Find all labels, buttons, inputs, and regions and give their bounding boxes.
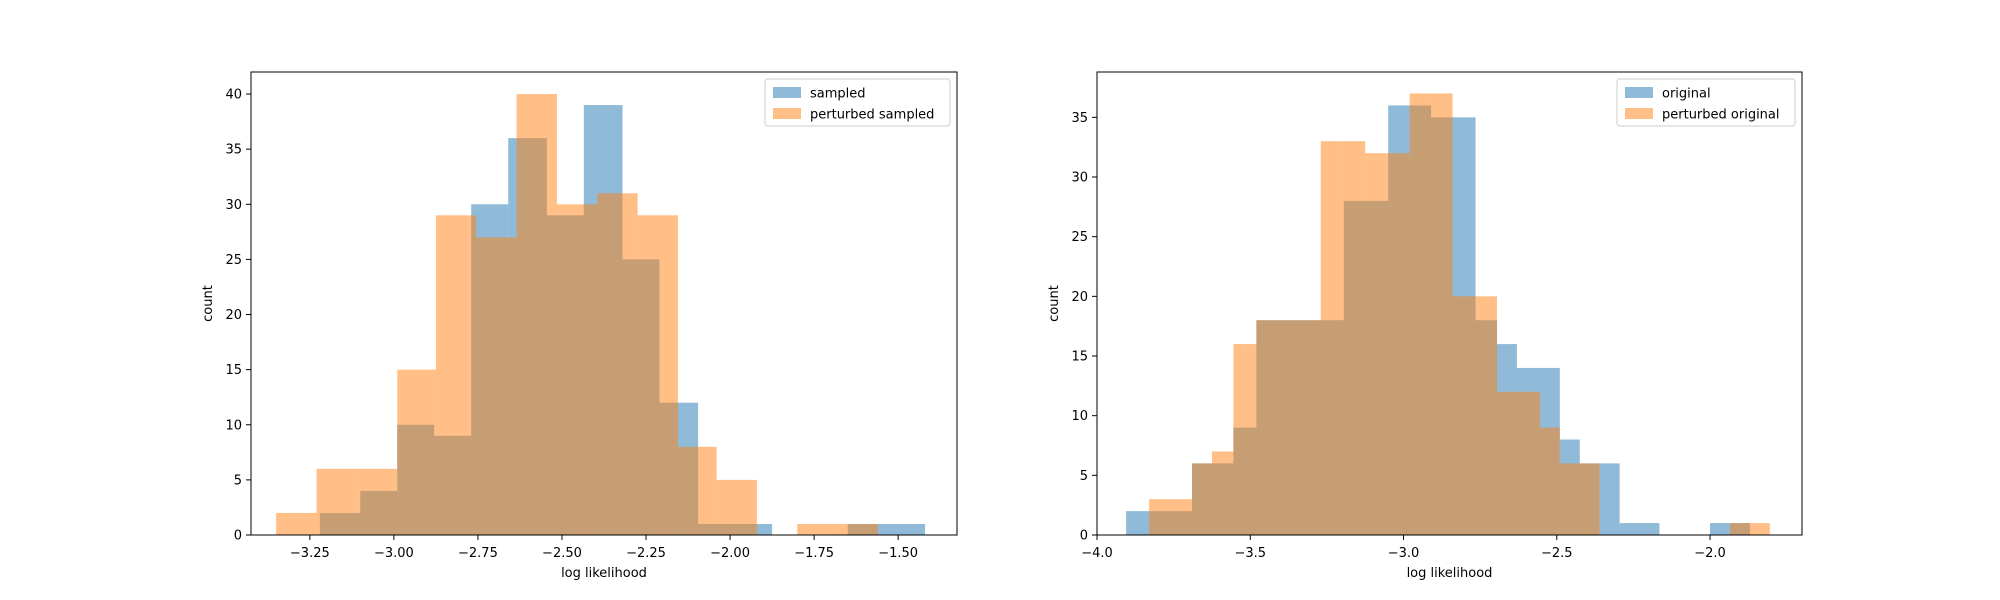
x-tick-label: −3.25 bbox=[290, 546, 330, 561]
x-tick-label: −2.0 bbox=[1694, 546, 1726, 561]
y-tick-label: 40 bbox=[225, 88, 242, 103]
bar-perturbed-original-1 bbox=[1170, 499, 1193, 535]
bar-perturbed-original-17 bbox=[1516, 391, 1540, 535]
legend-label: perturbed sampled bbox=[810, 108, 934, 123]
legend-box bbox=[764, 78, 951, 127]
legend-label: original bbox=[1662, 87, 1711, 102]
axes-frame bbox=[250, 71, 958, 536]
legend-swatch bbox=[773, 108, 801, 119]
bar-perturbed-sampled-0 bbox=[276, 512, 317, 535]
bar-perturbed-original-8 bbox=[1320, 141, 1344, 535]
bar-perturbed-sampled-4 bbox=[435, 215, 477, 535]
bar-perturbed-original-20 bbox=[1579, 463, 1600, 535]
bar-perturbed-original-22 bbox=[1729, 523, 1750, 535]
bar-perturbed-original-11 bbox=[1388, 153, 1410, 535]
bar-perturbed-original-14 bbox=[1452, 296, 1476, 535]
bar-perturbed-sampled-9 bbox=[637, 215, 678, 535]
legend-box bbox=[1616, 78, 1796, 127]
x-tick-label: −3.5 bbox=[1234, 546, 1266, 561]
legend: original perturbed original bbox=[1616, 78, 1796, 127]
bar-perturbed-original-5 bbox=[1256, 320, 1278, 535]
y-tick-label: 20 bbox=[1071, 290, 1088, 305]
x-tick-label: −2.00 bbox=[710, 546, 750, 561]
bar-perturbed-sampled-10 bbox=[677, 446, 717, 535]
bar-perturbed-original-4 bbox=[1233, 344, 1257, 535]
bar-perturbed-sampled-8 bbox=[597, 193, 638, 535]
bar-perturbed-original-13 bbox=[1431, 93, 1453, 535]
legend-swatch bbox=[1625, 108, 1653, 119]
x-axis-label: log likelihood bbox=[561, 566, 647, 581]
bar-perturbed-sampled-3 bbox=[397, 369, 436, 535]
y-tick-label: 35 bbox=[225, 143, 242, 158]
x-tick-label: −3.00 bbox=[374, 546, 414, 561]
bar-perturbed-original-6 bbox=[1277, 320, 1300, 535]
y-tick-label: 15 bbox=[1071, 350, 1088, 365]
bar-original-0 bbox=[1126, 511, 1150, 535]
bar-perturbed-sampled-6 bbox=[516, 94, 557, 536]
y-tick-label: 30 bbox=[1071, 171, 1088, 186]
legend: sampled perturbed sampled bbox=[764, 78, 951, 127]
right-histogram: −4.0 −3.5 −3.0 −2.5 −2.0 0 5 10 15 20 25 30 35 log li… bbox=[1047, 71, 1803, 581]
bar-original-22 bbox=[1599, 463, 1620, 535]
bar-perturbed-original-10 bbox=[1365, 153, 1389, 535]
legend-label: sampled bbox=[810, 87, 866, 102]
x-tick-label: −1.75 bbox=[794, 546, 834, 561]
x-tick-label: −2.75 bbox=[458, 546, 498, 561]
bar-perturbed-sampled-11 bbox=[716, 479, 757, 535]
y-tick-label: 0 bbox=[234, 529, 242, 544]
axes-frame bbox=[1096, 71, 1803, 536]
bar-perturbed-original-12 bbox=[1409, 93, 1432, 535]
y-axis-label: count bbox=[201, 285, 216, 322]
y-tick-label: 10 bbox=[1071, 409, 1088, 424]
y-tick-label: 25 bbox=[1071, 230, 1088, 245]
bar-perturbed-original-16 bbox=[1497, 391, 1517, 535]
bar-perturbed-original-9 bbox=[1343, 141, 1366, 535]
legend-swatch bbox=[1625, 87, 1653, 98]
bar-original-24 bbox=[1639, 523, 1660, 535]
bar-perturbed-original-19 bbox=[1559, 463, 1580, 535]
y-tick-label: 5 bbox=[234, 473, 242, 488]
y-tick-label: 25 bbox=[225, 253, 242, 268]
legend-label: perturbed original bbox=[1662, 108, 1780, 123]
bar-perturbed-original-23 bbox=[1749, 523, 1770, 535]
bar-perturbed-original-18 bbox=[1539, 427, 1560, 535]
bar-perturbed-sampled-13 bbox=[797, 523, 838, 535]
x-tick-label: −1.50 bbox=[878, 546, 918, 561]
x-tick-label: −2.5 bbox=[1541, 546, 1573, 561]
bar-perturbed-sampled-2 bbox=[356, 468, 398, 535]
bar-sampled-15 bbox=[888, 523, 926, 535]
x-tick-label: −2.25 bbox=[626, 546, 666, 561]
bar-original-23 bbox=[1619, 523, 1640, 535]
y-tick-label: 20 bbox=[225, 308, 242, 323]
bar-perturbed-original-7 bbox=[1299, 320, 1321, 535]
x-tick-label: −4.0 bbox=[1081, 546, 1113, 561]
bar-perturbed-sampled-5 bbox=[476, 237, 517, 536]
x-tick-label: −3.0 bbox=[1388, 546, 1420, 561]
bar-original-26 bbox=[1710, 523, 1730, 535]
legend-swatch bbox=[773, 87, 801, 98]
y-tick-label: 35 bbox=[1071, 111, 1088, 126]
bar-perturbed-sampled-1 bbox=[316, 468, 357, 535]
bar-perturbed-original-3 bbox=[1211, 451, 1234, 535]
y-tick-label: 5 bbox=[1080, 469, 1088, 484]
bar-perturbed-original-2 bbox=[1192, 463, 1212, 535]
bar-perturbed-original-0 bbox=[1149, 499, 1171, 535]
bar-perturbed-sampled-14 bbox=[837, 523, 878, 535]
x-tick-label: −2.50 bbox=[542, 546, 582, 561]
x-axis-label: log likelihood bbox=[1407, 566, 1493, 581]
bar-perturbed-sampled-7 bbox=[556, 204, 598, 536]
left-histogram: −3.25 −3.00 −2.75 −2.50 −2.25 −2.00 −1.75 −1.50… bbox=[201, 71, 958, 581]
y-axis-label: count bbox=[1047, 285, 1062, 322]
y-tick-label: 30 bbox=[225, 198, 242, 213]
y-tick-label: 15 bbox=[225, 363, 242, 378]
y-tick-label: 0 bbox=[1080, 529, 1088, 544]
y-tick-label: 10 bbox=[225, 418, 242, 433]
bar-perturbed-original-15 bbox=[1475, 296, 1498, 535]
